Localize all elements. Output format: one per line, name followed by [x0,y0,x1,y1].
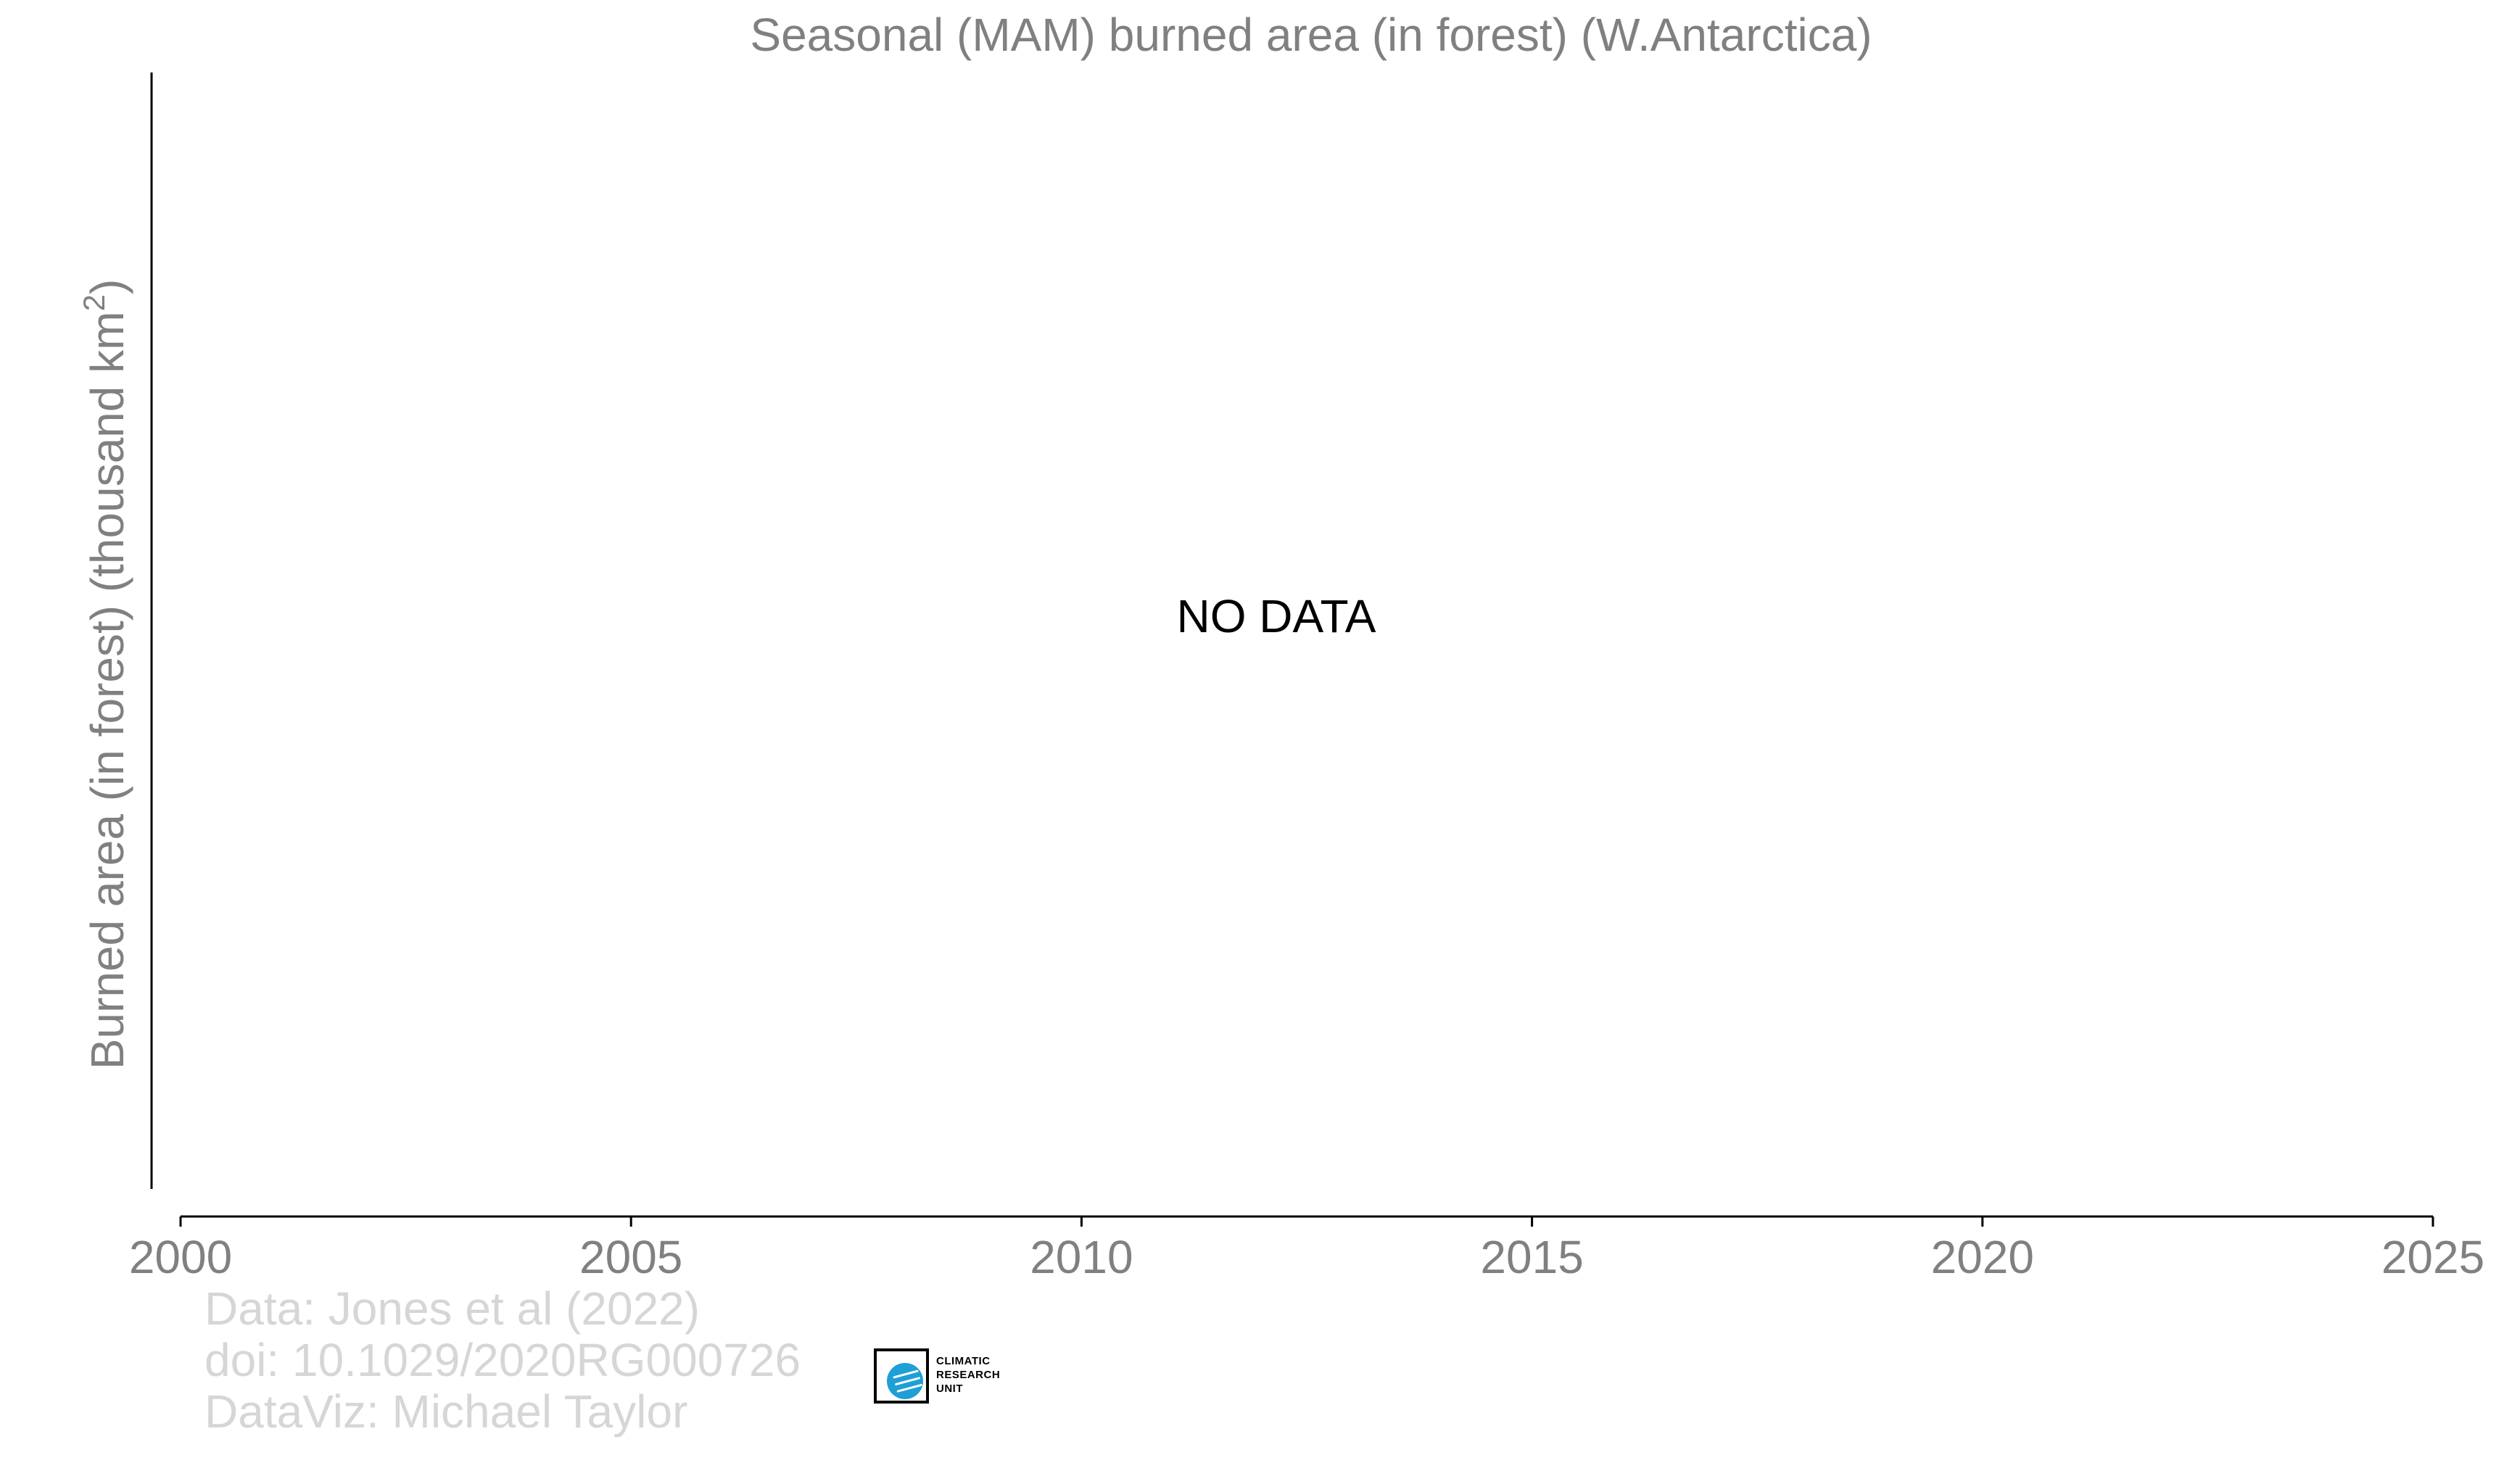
logo-text: CLIMATIC RESEARCH UNIT [936,1354,1000,1396]
x-tick-label: 2000 [129,1231,232,1283]
credit-doi: doi: 10.1029/2020RG000726 [204,1334,801,1386]
x-ticks: 2000 2005 2010 2015 2020 2025 [129,1216,2484,1283]
y-axis-label-close: ) [81,279,133,294]
x-tick-label: 2010 [1030,1231,1133,1283]
x-tick-label: 2025 [2381,1231,2484,1283]
no-data-annotation: NO DATA [1177,590,1376,642]
y-axis-label: Burned area (in forest) (thousand km2) [77,279,133,1070]
logo-text-line1: CLIMATIC [936,1355,991,1367]
x-tick-label: 2015 [1480,1231,1583,1283]
credit-data-source: Data: Jones et al (2022) [204,1282,701,1335]
credits: Data: Jones et al (2022) doi: 10.1029/20… [204,1283,801,1438]
logo-text-line2: RESEARCH [936,1369,1001,1381]
logo-frame [874,1348,929,1404]
chart-title: Seasonal (MAM) burned area (in forest) (… [750,9,1872,61]
cru-logo: CLIMATIC RESEARCH UNIT [874,1347,1012,1409]
x-tick-label: 2020 [1931,1231,2034,1283]
y-axis-label-superscript: 2 [77,294,111,311]
x-tick-label: 2005 [579,1231,682,1283]
credit-dataviz: DataViz: Michael Taylor [204,1385,688,1438]
y-axis-label-main: Burned area (in forest) (thousand km [81,311,133,1069]
globe-icon [887,1363,923,1399]
logo-text-line3: UNIT [936,1383,963,1395]
